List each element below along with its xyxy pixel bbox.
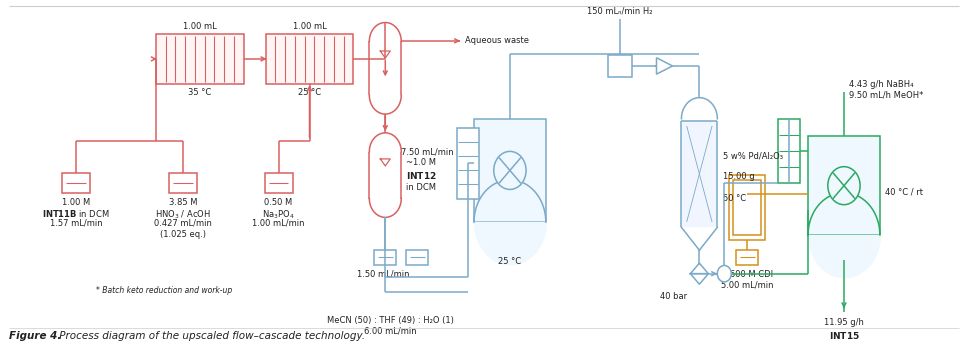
Text: 25 °C: 25 °C bbox=[499, 257, 522, 266]
Text: 4.43 g/h NaBH₄: 4.43 g/h NaBH₄ bbox=[849, 80, 914, 89]
Text: 1.00 mL/min: 1.00 mL/min bbox=[253, 219, 305, 228]
Text: 11.95 g/h: 11.95 g/h bbox=[824, 318, 863, 327]
Bar bbox=[729, 175, 765, 240]
Bar bbox=[375, 249, 396, 265]
Text: 150 mLₙ/min H₂: 150 mLₙ/min H₂ bbox=[587, 7, 652, 16]
Text: 1.00 mL: 1.00 mL bbox=[183, 22, 217, 31]
Text: 1.50 mL/min: 1.50 mL/min bbox=[357, 270, 409, 279]
Bar bbox=[407, 249, 428, 265]
Bar bbox=[264, 174, 292, 193]
Text: in DCM: in DCM bbox=[407, 183, 437, 192]
Text: 9.50 mL/h MeOH*: 9.50 mL/h MeOH* bbox=[849, 91, 923, 100]
Text: ~1.0 M: ~1.0 M bbox=[407, 158, 437, 167]
Text: 40 °C / rt: 40 °C / rt bbox=[885, 187, 923, 196]
Bar bbox=[156, 34, 244, 83]
Text: $\bf{INT15}$: $\bf{INT15}$ bbox=[829, 330, 860, 341]
Text: 5 w% Pd/Al₂O₃: 5 w% Pd/Al₂O₃ bbox=[723, 151, 783, 160]
Bar bbox=[737, 249, 758, 265]
Text: * Batch keto reduction and work-up: * Batch keto reduction and work-up bbox=[96, 286, 232, 295]
Text: 25 °C: 25 °C bbox=[298, 88, 321, 97]
Text: 1.00 M: 1.00 M bbox=[62, 198, 90, 207]
Text: 35 °C: 35 °C bbox=[188, 88, 211, 97]
Bar bbox=[457, 128, 479, 199]
Text: Na$_3$PO$_4$: Na$_3$PO$_4$ bbox=[262, 208, 295, 221]
Polygon shape bbox=[656, 58, 673, 74]
Text: Aqueous waste: Aqueous waste bbox=[465, 36, 529, 45]
Text: Process diagram of the upscaled flow–cascade technology.: Process diagram of the upscaled flow–cas… bbox=[56, 331, 365, 341]
Text: 50 °C: 50 °C bbox=[723, 194, 746, 203]
Bar bbox=[265, 34, 353, 83]
Text: $\bf{INT11B}$ in DCM: $\bf{INT11B}$ in DCM bbox=[43, 208, 110, 219]
Text: $\bf{INT12}$: $\bf{INT12}$ bbox=[407, 170, 437, 180]
Text: 7.50 mL/min: 7.50 mL/min bbox=[402, 147, 454, 156]
Text: MeCN (50) : THF (49) : H₂O (1)
6.00 mL/min: MeCN (50) : THF (49) : H₂O (1) 6.00 mL/m… bbox=[327, 316, 454, 335]
Text: 40 bar: 40 bar bbox=[660, 293, 687, 302]
Circle shape bbox=[828, 167, 861, 205]
Bar bbox=[681, 120, 717, 227]
Bar bbox=[474, 119, 546, 222]
Text: 0.600 M CDI
5.00 mL/min: 0.600 M CDI 5.00 mL/min bbox=[721, 270, 773, 289]
Text: (1.025 eq.): (1.025 eq.) bbox=[160, 229, 206, 238]
Bar bbox=[370, 41, 402, 95]
Text: HNO$_3$ / AcOH: HNO$_3$ / AcOH bbox=[155, 208, 211, 221]
Text: Figure 4.: Figure 4. bbox=[10, 331, 62, 341]
Bar bbox=[778, 119, 801, 183]
Circle shape bbox=[717, 266, 731, 282]
Text: 15.00 g: 15.00 g bbox=[723, 172, 755, 181]
Text: 0.427 mL/min: 0.427 mL/min bbox=[154, 219, 212, 228]
Text: 1.57 mL/min: 1.57 mL/min bbox=[50, 219, 103, 228]
Bar bbox=[370, 151, 402, 199]
Circle shape bbox=[494, 151, 526, 189]
Bar bbox=[608, 56, 631, 77]
Bar bbox=[168, 174, 197, 193]
Text: 0.50 M: 0.50 M bbox=[264, 198, 292, 207]
Text: 1.00 mL: 1.00 mL bbox=[292, 22, 326, 31]
Bar bbox=[62, 174, 90, 193]
Bar bbox=[808, 136, 880, 235]
Bar bbox=[734, 180, 761, 235]
Text: 3.85 M: 3.85 M bbox=[168, 198, 197, 207]
